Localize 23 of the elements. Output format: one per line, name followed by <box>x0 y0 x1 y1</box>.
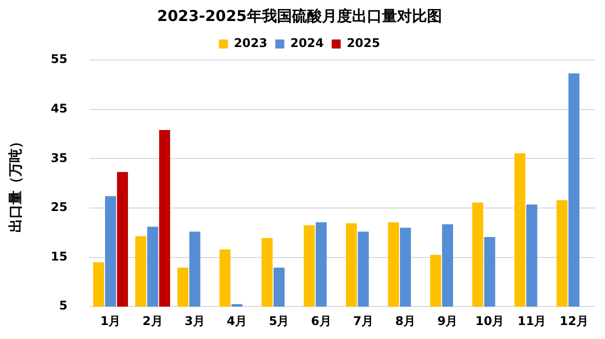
x-tick-label: 5月 <box>268 314 290 328</box>
y-tick-label: 25 <box>50 200 68 214</box>
y-axis-title: 出口量（万吨） <box>8 134 24 232</box>
x-tick-label: 2月 <box>142 314 163 328</box>
x-tick-label: 7月 <box>353 314 374 328</box>
x-tick-label: 9月 <box>437 314 458 328</box>
legend-label: 2025 <box>346 36 380 50</box>
y-tick-label: 35 <box>50 150 68 165</box>
x-tick-label: 3月 <box>184 314 205 328</box>
x-tick-label: 6月 <box>311 314 332 328</box>
y-tick-label: 45 <box>50 101 68 116</box>
x-tick-label: 12月 <box>560 314 588 328</box>
legend-label: 2023 <box>234 36 268 50</box>
y-tick-label: 15 <box>50 249 68 264</box>
y-tick-label: 55 <box>50 52 68 66</box>
x-tick-label: 4月 <box>226 314 248 328</box>
x-tick-label: 8月 <box>395 314 416 328</box>
chart-title: 2023-2025年我国硫酸月度出口量对比图 <box>157 6 442 25</box>
legend-label: 2024 <box>290 36 324 50</box>
x-tick-label: 1月 <box>100 314 121 328</box>
x-tick-label: 11月 <box>517 314 546 328</box>
x-tick-label: 10月 <box>475 314 504 328</box>
y-tick-label: 5 <box>59 298 68 313</box>
